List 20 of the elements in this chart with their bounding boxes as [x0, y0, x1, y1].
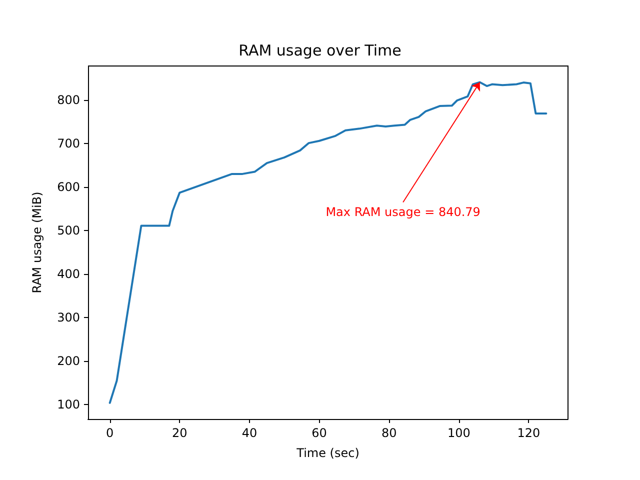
- y-tick-label: 600: [57, 180, 80, 194]
- y-tick-label: 500: [57, 224, 80, 238]
- y-tick-label: 300: [57, 310, 80, 325]
- y-axis-title: RAM usage (MiB): [30, 192, 44, 294]
- chart-title: RAM usage over Time: [238, 42, 402, 60]
- line-series: [108, 81, 548, 404]
- x-tick-label: 100: [447, 426, 470, 440]
- x-tick-label: 20: [172, 426, 188, 440]
- y-tick-label: 800: [57, 92, 80, 107]
- x-tick-label: 60: [312, 426, 327, 440]
- x-tick-label: 80: [381, 426, 397, 440]
- y-tick-label: 200: [57, 354, 80, 368]
- annotation: Max RAM usage = 840.79: [326, 205, 480, 220]
- y-tick-label: 400: [57, 267, 80, 282]
- y-tick-label: 700: [57, 136, 80, 150]
- x-axis-title: Time (sec): [296, 446, 360, 460]
- x-tick-label: 120: [517, 426, 540, 440]
- x-tick-label: 40: [242, 426, 258, 440]
- x-tick-label: 0: [106, 426, 114, 440]
- y-tick-label: 100: [57, 398, 80, 412]
